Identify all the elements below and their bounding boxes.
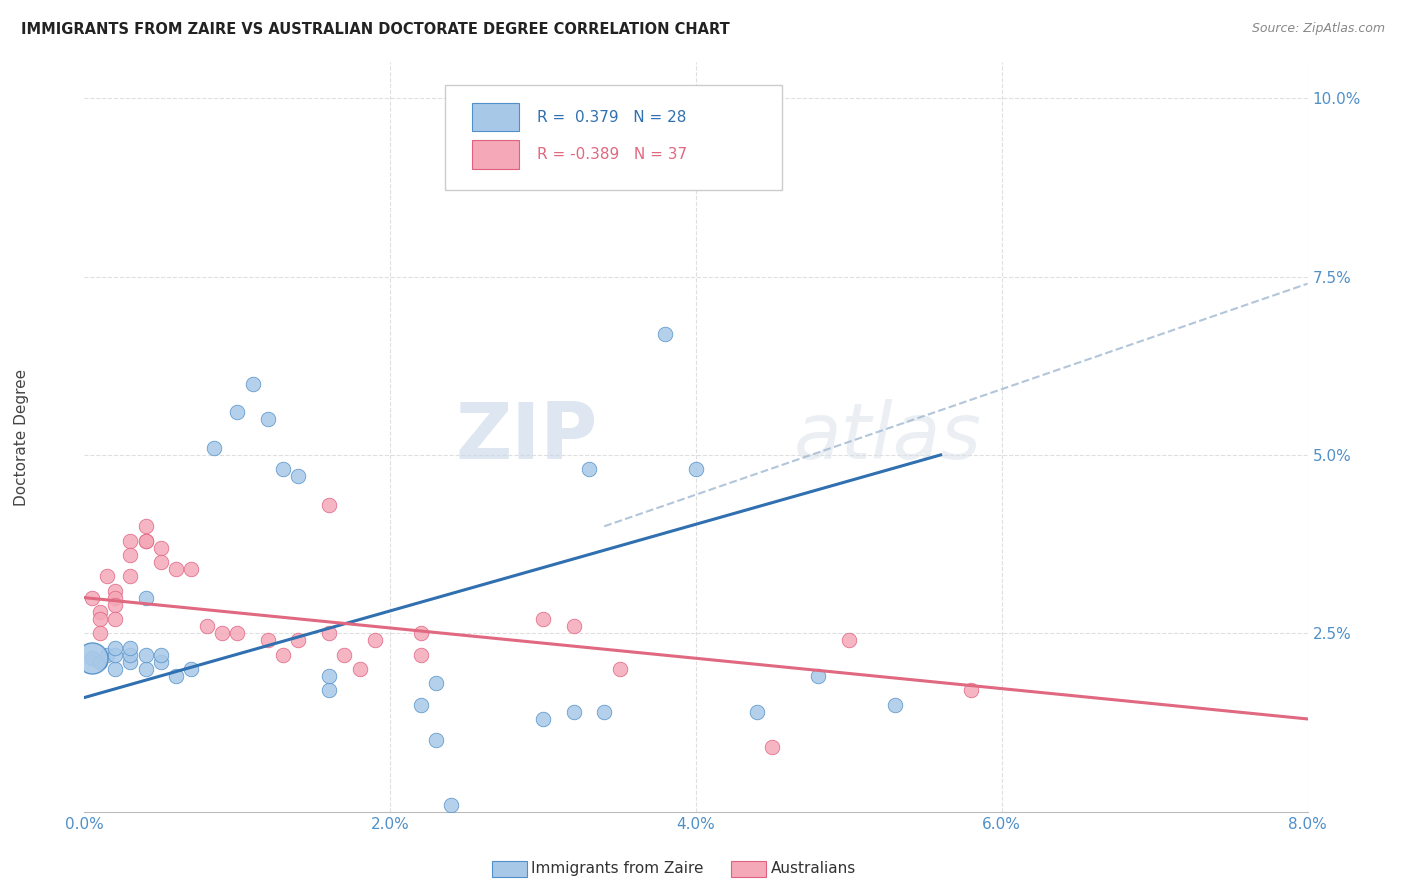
Point [120, 569, 142, 583]
Point [593, 705, 616, 719]
Point [609, 662, 631, 676]
Point [80, 591, 103, 605]
Point [89, 612, 111, 626]
Point [149, 555, 172, 569]
Point [685, 155, 707, 169]
Point [149, 541, 172, 555]
Y-axis label: Doctorate Degree: Doctorate Degree [14, 368, 28, 506]
Point [135, 533, 157, 548]
Point [202, 441, 225, 455]
Point [409, 698, 432, 712]
Point [135, 519, 157, 533]
Point [960, 683, 983, 698]
Point [211, 626, 233, 640]
Point [531, 712, 554, 726]
Point [257, 633, 280, 648]
Point [195, 619, 218, 633]
Point [120, 548, 142, 562]
Point [318, 683, 340, 698]
Point [120, 640, 142, 655]
Point [425, 733, 447, 747]
Point [271, 648, 294, 662]
Point [287, 633, 309, 648]
Point [333, 648, 356, 662]
Text: Australians: Australians [770, 862, 856, 876]
Point [562, 705, 585, 719]
Point [104, 640, 127, 655]
Point [562, 619, 585, 633]
Point [226, 626, 249, 640]
Point [120, 655, 142, 669]
Point [318, 669, 340, 683]
Text: ZIP: ZIP [456, 399, 598, 475]
Point [578, 462, 600, 476]
Point [287, 469, 309, 483]
Point [531, 612, 554, 626]
Point [104, 648, 127, 662]
Point [165, 669, 187, 683]
Point [409, 626, 432, 640]
Point [747, 705, 769, 719]
Point [135, 662, 157, 676]
Point [104, 591, 127, 605]
Point [89, 655, 111, 669]
Point [364, 633, 387, 648]
Point [120, 533, 142, 548]
Point [425, 676, 447, 690]
Point [96, 569, 118, 583]
FancyBboxPatch shape [472, 103, 519, 131]
Point [761, 740, 783, 755]
Point [654, 326, 676, 341]
Point [89, 626, 111, 640]
Point [318, 498, 340, 512]
Text: Source: ZipAtlas.com: Source: ZipAtlas.com [1251, 22, 1385, 36]
Point [120, 648, 142, 662]
Point [89, 605, 111, 619]
Point [685, 462, 707, 476]
Point [257, 412, 280, 426]
Point [104, 583, 127, 598]
Point [242, 376, 264, 391]
Point [104, 612, 127, 626]
Point [318, 626, 340, 640]
Point [349, 662, 371, 676]
FancyBboxPatch shape [446, 85, 782, 190]
Point [180, 662, 202, 676]
FancyBboxPatch shape [472, 140, 519, 169]
Point [104, 598, 127, 612]
Point [96, 648, 118, 662]
Point [226, 405, 249, 419]
Point [807, 669, 830, 683]
Point [180, 562, 202, 576]
Point [165, 562, 187, 576]
Point [135, 591, 157, 605]
Point [149, 655, 172, 669]
Point [104, 662, 127, 676]
Text: Immigrants from Zaire: Immigrants from Zaire [531, 862, 704, 876]
Point [409, 648, 432, 662]
Point [80, 651, 103, 665]
Point [149, 648, 172, 662]
Text: R = -0.389   N = 37: R = -0.389 N = 37 [537, 147, 688, 162]
Point [883, 698, 905, 712]
Point [135, 648, 157, 662]
Point [440, 797, 463, 812]
Text: R =  0.379   N = 28: R = 0.379 N = 28 [537, 110, 686, 125]
Text: atlas: atlas [794, 399, 981, 475]
Text: IMMIGRANTS FROM ZAIRE VS AUSTRALIAN DOCTORATE DEGREE CORRELATION CHART: IMMIGRANTS FROM ZAIRE VS AUSTRALIAN DOCT… [21, 22, 730, 37]
Point [80, 651, 103, 665]
Point [135, 533, 157, 548]
Point [838, 633, 860, 648]
Point [271, 462, 294, 476]
